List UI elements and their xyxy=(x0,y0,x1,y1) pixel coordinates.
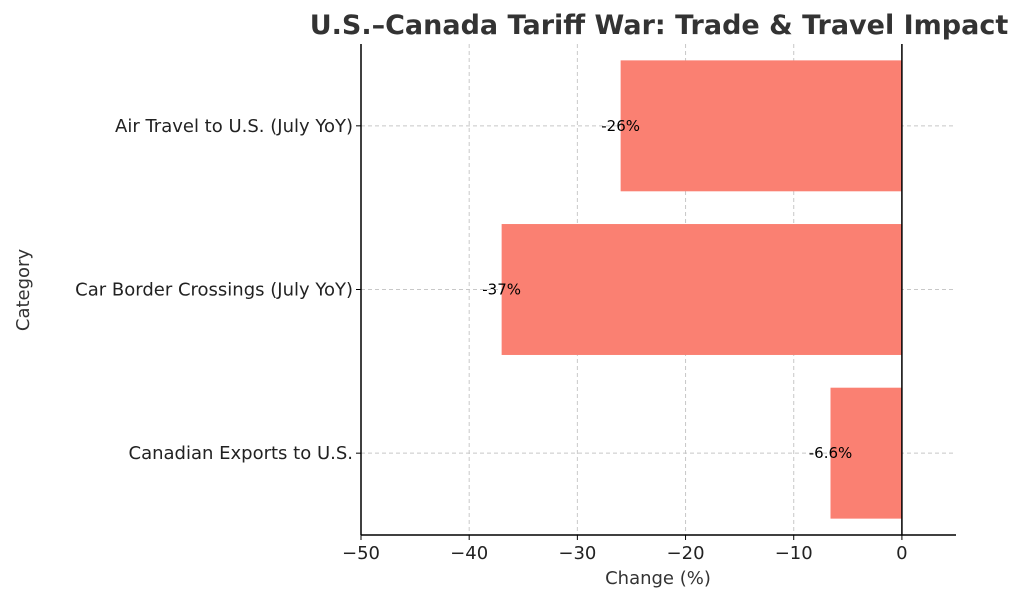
tick-layer: −50 −40 −30 −20 −10 0 Canadian Exports to U.S.… xyxy=(75,116,907,564)
data-label: -37% xyxy=(482,281,521,299)
y-tick-label: Car Border Crossings (July YoY) xyxy=(75,280,353,301)
data-label: -6.6% xyxy=(809,444,853,462)
bar-1 xyxy=(501,224,902,355)
bar-2 xyxy=(620,60,902,192)
y-axis-label: Category xyxy=(13,249,34,332)
x-axis-label: Change (%) xyxy=(605,568,711,589)
y-tick-label: Air Travel to U.S. (July YoY) xyxy=(115,116,353,137)
data-label-layer: -6.6% -37% -26% xyxy=(482,117,852,462)
bar-0 xyxy=(830,387,902,519)
x-tick-label: −10 xyxy=(775,543,813,564)
x-tick-label: −50 xyxy=(342,543,380,564)
y-tick-label: Canadian Exports to U.S. xyxy=(129,443,353,464)
x-tick-label: −40 xyxy=(450,543,488,564)
bar-layer xyxy=(501,60,902,519)
data-label: -26% xyxy=(601,117,640,135)
x-tick-label: 0 xyxy=(896,543,907,564)
x-tick-label: −20 xyxy=(667,543,705,564)
chart-title: U.S.–Canada Tariff War: Trade & Travel I… xyxy=(310,10,1009,41)
x-tick-label: −30 xyxy=(558,543,596,564)
